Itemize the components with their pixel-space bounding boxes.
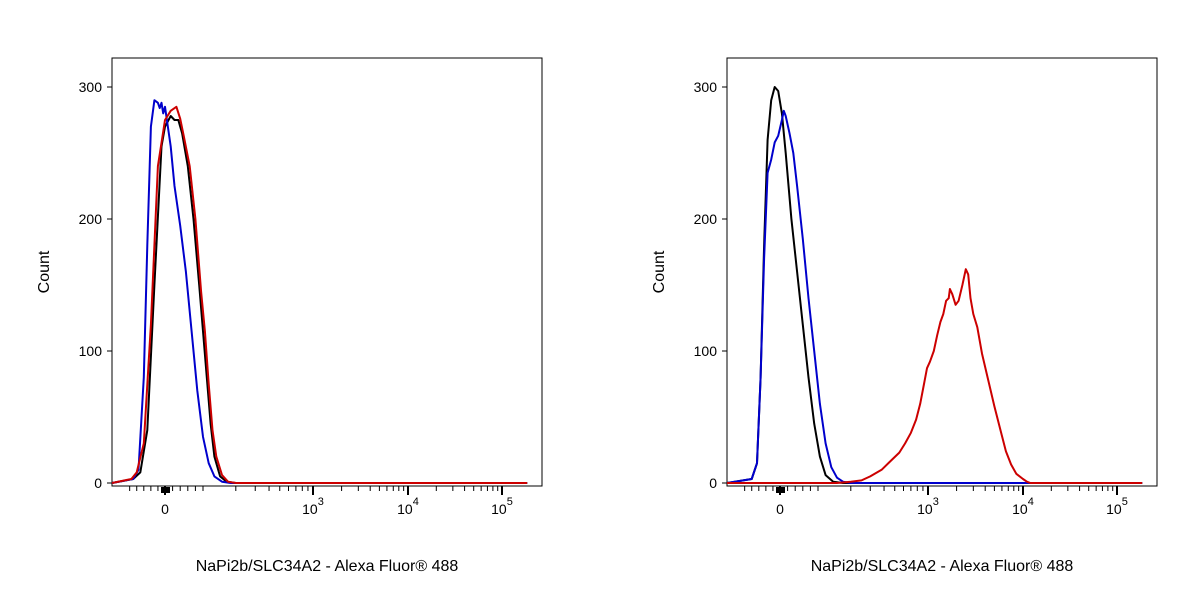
y-tick-label: 300: [694, 79, 718, 95]
y-tick-label: 100: [694, 343, 718, 359]
y-tick-label: 200: [79, 211, 103, 227]
histogram-series-line: [727, 268, 1143, 484]
histogram-series-line: [726, 109, 1143, 484]
y-axis-title-left: Count: [36, 250, 53, 293]
histogram-panel-right: Count NaPi2b/SLC34A2 - Alexa Fluor® 488 …: [651, 57, 1158, 575]
x-axis-title-left: NaPi2b/SLC34A2 - Alexa Fluor® 488: [196, 558, 459, 575]
x-tick-label: 105: [491, 496, 513, 517]
y-ticks-left: 0 100 200 300: [79, 79, 112, 491]
y-tick-label: 100: [79, 343, 103, 359]
x-tick-label: 104: [1012, 496, 1034, 517]
histogram-series-line: [111, 115, 528, 484]
plot-frame-right: [726, 57, 1158, 487]
y-tick-label: 300: [79, 79, 103, 95]
histogram-series-line: [111, 105, 528, 484]
histogram-series-line: [726, 86, 1143, 484]
y-axis-title-right: Count: [651, 250, 668, 293]
histogram-panel-left: Count NaPi2b/SLC34A2 - Alexa Fluor® 488 …: [36, 57, 543, 575]
x-axis-title-right: NaPi2b/SLC34A2 - Alexa Fluor® 488: [811, 558, 1074, 575]
series-left: [111, 99, 528, 484]
x-tick-label: 0: [161, 501, 169, 517]
x-tick-label: 103: [917, 496, 939, 517]
y-ticks-right: 0 100 200 300: [694, 79, 727, 491]
x-ticks-right: 0 103 104 105: [744, 486, 1128, 517]
x-tick-label: 104: [397, 496, 419, 517]
x-tick-label: 103: [302, 496, 324, 517]
histogram-series-line: [111, 99, 528, 484]
y-tick-label: 0: [94, 475, 102, 491]
x-tick-label: 0: [776, 501, 784, 517]
x-zero-marker: [161, 487, 170, 493]
y-tick-label: 0: [709, 475, 717, 491]
x-tick-label: 105: [1106, 496, 1128, 517]
series-right: [726, 86, 1143, 484]
x-zero-marker: [776, 487, 785, 493]
y-tick-label: 200: [694, 211, 718, 227]
x-ticks-left: 0 103 104 105: [129, 486, 513, 517]
plot-frame-left: [111, 57, 543, 487]
